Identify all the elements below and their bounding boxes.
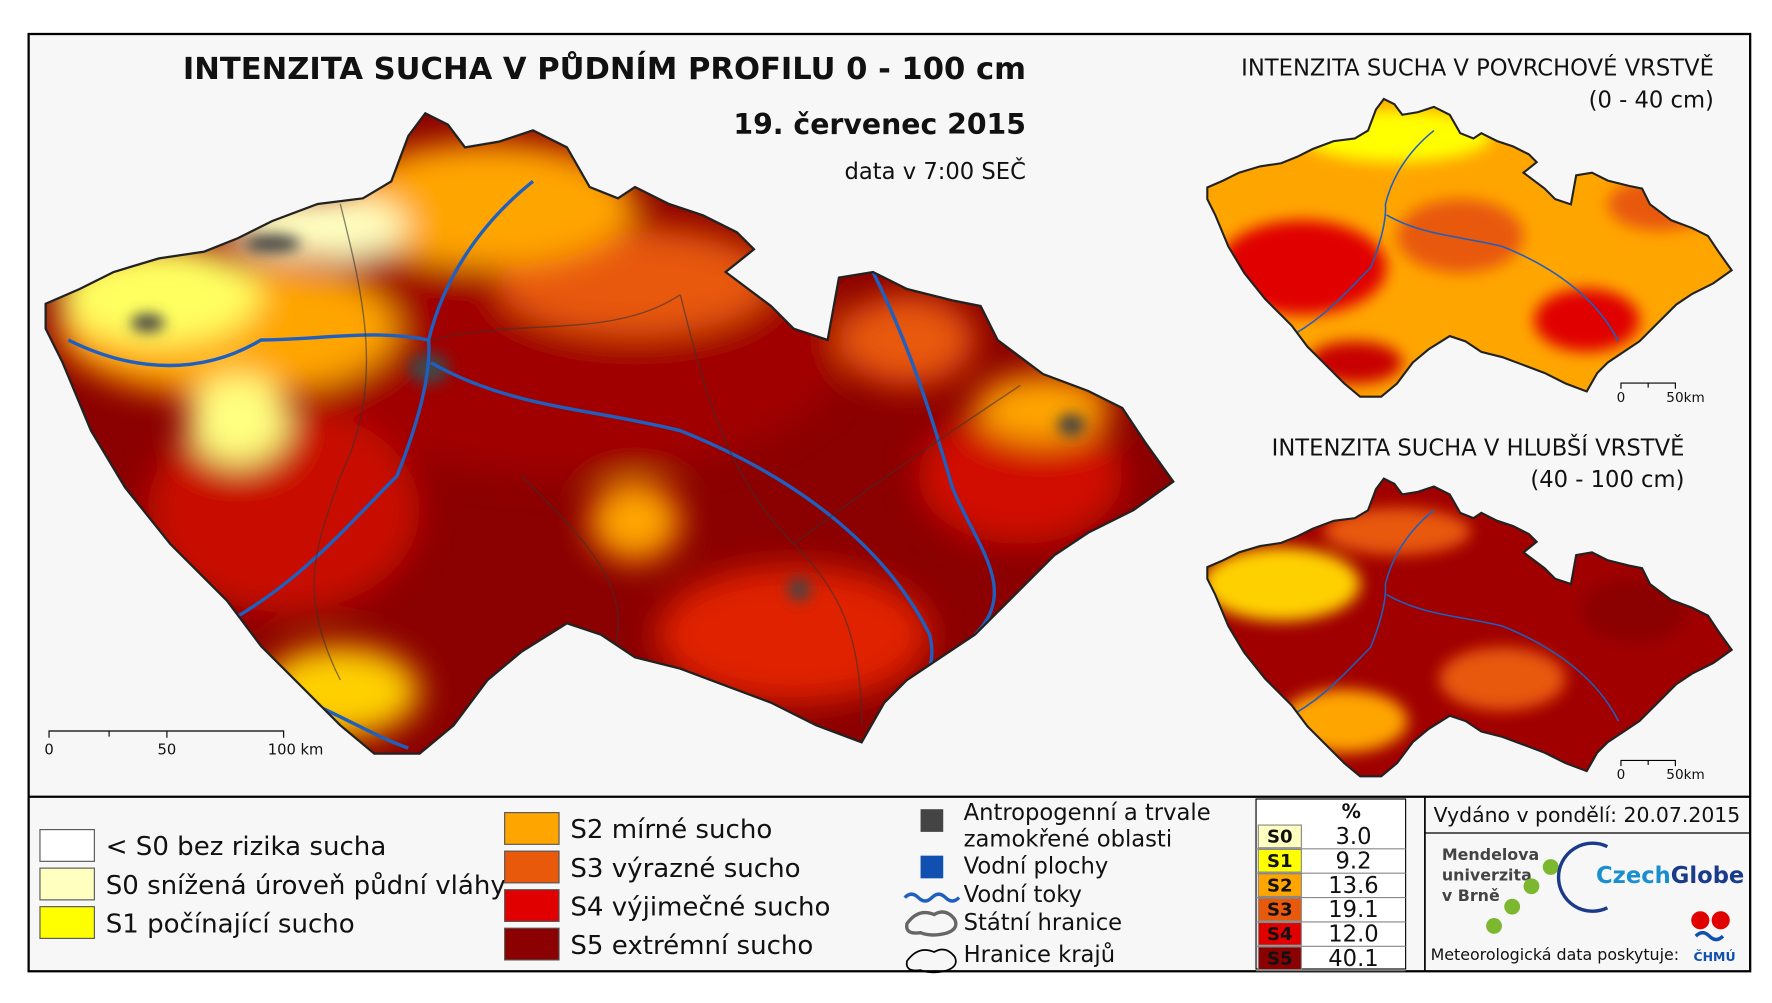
scale-label: 50km (1666, 390, 1704, 406)
inset-top-title: INTENZITA SUCHA V POVRCHOVÉ VRSTVĚ (1241, 54, 1714, 82)
table-rows: S0 3.0 S1 9.2 S2 13.6 S3 19.1 S4 12.0 S5 40.1 (1256, 824, 1406, 972)
layer-label: Státní hranice (964, 910, 1122, 936)
table-class: S5 (1267, 948, 1293, 969)
region-border-icon (905, 948, 957, 974)
scale-label: 0 (44, 741, 53, 758)
chmu-logo (1694, 931, 1725, 942)
legend-swatch (39, 829, 95, 862)
mendel-logo-text: v Brně (1442, 886, 1500, 905)
table-class: S1 (1267, 851, 1293, 872)
state-border-icon (904, 910, 958, 937)
legend-swatch (504, 927, 560, 961)
scale-label: 0 (1617, 390, 1626, 406)
legend-swatch (39, 906, 95, 939)
legend-swatch (504, 889, 560, 922)
legend-label: S5 extrémní sucho (570, 931, 813, 961)
czechglobe-arc (1556, 841, 1609, 913)
inset-bottom-subtitle: (40 - 100 cm) (1530, 467, 1684, 493)
table-class-cell (1257, 848, 1302, 873)
inset-top-scale-bar (1620, 382, 1676, 389)
legend-label: S1 počínající sucho (106, 909, 355, 939)
table-class: S4 (1267, 924, 1293, 945)
table-class-cell (1257, 946, 1302, 971)
table-class: S0 (1267, 827, 1293, 848)
layer-label: Antropogenní a trvale (964, 800, 1211, 826)
chmu-text: ČHMÚ (1694, 949, 1736, 964)
legend-swatch (39, 867, 95, 901)
table-class: S3 (1267, 900, 1293, 921)
layer-label: Vodní plochy (964, 854, 1109, 880)
main-scale-bar (48, 730, 285, 738)
data-source: Meteorologická data poskytuje: (1431, 945, 1680, 964)
mendel-logo-text: Mendelova (1442, 845, 1539, 864)
scale-label: 100 km (268, 741, 324, 758)
table-header: % (1342, 800, 1361, 823)
legend-label: S4 výjimečné sucho (570, 892, 830, 922)
czechglobe-part: Globe (1671, 863, 1745, 889)
table-value: 40.1 (1328, 946, 1378, 972)
table-value: 13.6 (1328, 873, 1378, 899)
anthropogenic-icon (920, 809, 944, 832)
table-class-cell (1257, 873, 1302, 898)
table-value: 3.0 (1335, 824, 1371, 850)
legend-label: S3 výrazné sucho (570, 854, 800, 884)
table-value: 12.0 (1328, 922, 1378, 948)
scale-label: 0 (1617, 767, 1626, 783)
scale-label: 50km (1666, 767, 1704, 783)
main-title: INTENZITA SUCHA V PŮDNÍM PROFILU 0 - 100… (183, 50, 1026, 87)
table-class-cell (1257, 897, 1302, 922)
mendel-logo-text: univerzita (1442, 866, 1532, 885)
issued-date: Vydáno v pondělí: 20.07.2015 (1434, 803, 1741, 827)
chmu-logo (1711, 911, 1730, 930)
table-class: S2 (1267, 875, 1293, 896)
layer-label: Vodní toky (964, 882, 1082, 908)
river-icon (903, 892, 961, 903)
class-legend: < S0 bez rizika sucha S0 snížená úroveň p… (39, 812, 830, 961)
legend-label: S0 snížená úroveň půdní vláhy (106, 871, 506, 901)
table-class-cell (1257, 921, 1302, 946)
czechglobe-part: Czech (1596, 863, 1671, 889)
layer-legend: Antropogenní a trvale zamokřené oblasti … (903, 800, 1211, 974)
inset-bottom-title: INTENZITA SUCHA V HLUBŠÍ VRSTVĚ (1272, 433, 1685, 461)
legend-label: < S0 bez rizika sucha (106, 832, 387, 862)
inset-bottom-scale-bar (1620, 759, 1676, 767)
legend-swatch (504, 850, 560, 884)
water-body-icon (920, 855, 944, 879)
main-time: data v 7:00 SEČ (845, 157, 1026, 185)
czechglobe-logo: CzechGlobe (1596, 863, 1744, 889)
scale-label: 50 (158, 741, 177, 758)
main-date: 19. červenec 2015 (733, 108, 1026, 141)
layer-label: Hranice krajů (964, 941, 1115, 968)
legend-label: S2 mírné sucho (570, 815, 772, 845)
legend-swatch (504, 812, 560, 845)
chmu-logo (1691, 911, 1710, 930)
table-value: 19.1 (1328, 897, 1378, 923)
layer-label: zamokřené oblasti (964, 826, 1172, 852)
table-value: 9.2 (1335, 848, 1371, 874)
inset-top-subtitle: (0 - 40 cm) (1589, 87, 1714, 113)
mendel-logo-dots (1486, 859, 1559, 934)
table-class-cell (1257, 824, 1302, 849)
